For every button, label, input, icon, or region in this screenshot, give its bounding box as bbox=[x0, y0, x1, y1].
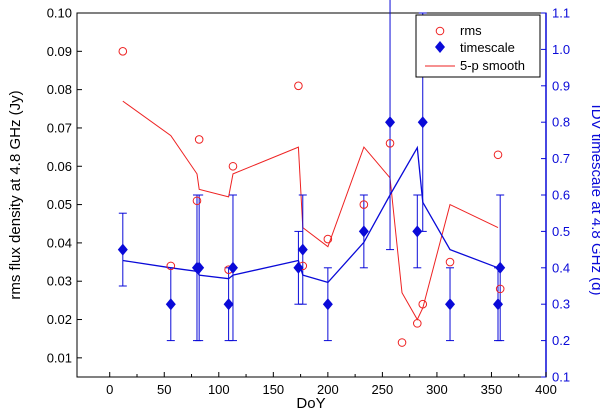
rms-point bbox=[194, 135, 204, 144]
rms-point bbox=[359, 200, 369, 209]
y-right-tick-label: 0.1 bbox=[552, 370, 570, 385]
y-right-tick-label: 0.2 bbox=[552, 333, 570, 348]
rms-point bbox=[495, 284, 505, 294]
x-axis-ticks: 0 50 100 150 200 250 300 350 400 bbox=[106, 372, 557, 397]
y-left-tick-label: 0.10 bbox=[47, 6, 72, 21]
timescale-point bbox=[322, 298, 333, 311]
rms-point bbox=[294, 81, 303, 91]
legend-rms-label: rms bbox=[460, 23, 482, 38]
smooth-lines bbox=[122, 100, 499, 321]
y-right-tick-label: 0.5 bbox=[552, 224, 570, 239]
x-tick-label: 200 bbox=[317, 382, 339, 397]
y-right-axis-label: IDV timescale at 4.8 GHz (d) bbox=[588, 105, 600, 296]
timescale-point bbox=[194, 261, 205, 274]
y-right-tick-label: 0.3 bbox=[552, 297, 570, 312]
legend-rms-marker bbox=[435, 26, 445, 36]
y-right-tick-label: 0.6 bbox=[552, 188, 570, 203]
timescale-point bbox=[445, 298, 456, 311]
y-left-tick-label: 0.09 bbox=[47, 44, 72, 59]
rms-point bbox=[323, 234, 333, 244]
timescale-point bbox=[495, 261, 506, 274]
rms-point bbox=[418, 299, 428, 309]
y-left-tick-label: 0.05 bbox=[47, 197, 72, 212]
x-tick-label: 350 bbox=[481, 382, 503, 397]
y-left-tick-label: 0.08 bbox=[47, 82, 72, 97]
timescale-point bbox=[293, 261, 304, 274]
timescale-point bbox=[117, 243, 128, 256]
x-tick-label: 300 bbox=[426, 382, 448, 397]
timescale-point bbox=[385, 116, 396, 129]
timescale-point bbox=[297, 243, 308, 256]
y-right-tick-label: 0.4 bbox=[552, 260, 570, 275]
x-axis-label: DoY bbox=[296, 395, 325, 412]
y-left-tick-label: 0.01 bbox=[47, 350, 72, 365]
y-left-tick-label: 0.03 bbox=[47, 274, 72, 289]
rms-point bbox=[228, 161, 238, 171]
x-tick-label: 150 bbox=[262, 382, 284, 397]
rms-point bbox=[192, 196, 202, 206]
timescale-point bbox=[412, 225, 423, 238]
timescale-point bbox=[358, 225, 369, 238]
rms-point bbox=[493, 150, 503, 160]
rms-point bbox=[412, 319, 422, 328]
x-tick-label: 0 bbox=[106, 382, 113, 397]
timescale-points bbox=[117, 116, 506, 311]
y-right-tick-label: 0.9 bbox=[552, 78, 570, 93]
timescale-point bbox=[165, 298, 176, 311]
y-left-tick-label: 0.04 bbox=[47, 235, 72, 250]
rms-point bbox=[166, 261, 176, 271]
y-right-axis-ticks: 0.1 0.2 0.3 0.4 0.5 0.6 0.7 0.8 0.9 1.0 1.1 bbox=[541, 6, 570, 385]
legend: rms timescale 5-p smooth bbox=[415, 14, 541, 78]
y-right-tick-label: 0.8 bbox=[552, 115, 570, 130]
legend-timescale-marker bbox=[435, 41, 445, 53]
legend-timescale-label: timescale bbox=[460, 40, 515, 55]
y-right-tick-label: 1.0 bbox=[552, 42, 570, 57]
x-tick-label: 100 bbox=[208, 382, 230, 397]
rms-point bbox=[397, 338, 407, 347]
x-tick-label: 50 bbox=[157, 382, 171, 397]
timescale-point bbox=[417, 116, 428, 129]
rms-point bbox=[118, 47, 128, 56]
smooth-timescale-line bbox=[122, 145, 499, 284]
rms-point bbox=[445, 257, 455, 267]
rms-point bbox=[385, 138, 395, 148]
y-right-tick-label: 0.7 bbox=[552, 151, 570, 166]
y-left-axis-label: rms flux density at 4.8 GHz (Jy) bbox=[7, 90, 24, 299]
y-right-tick-label: 1.1 bbox=[552, 6, 570, 21]
y-left-tick-label: 0.02 bbox=[47, 312, 72, 327]
timescale-point bbox=[493, 298, 504, 311]
y-left-axis-ticks: 0.01 0.02 0.03 0.04 0.05 0.06 0.07 0.08 0.09 0.10 bbox=[47, 6, 82, 365]
smooth-rms-line bbox=[122, 100, 499, 321]
y-left-tick-label: 0.06 bbox=[47, 159, 72, 174]
timescale-point bbox=[223, 298, 234, 311]
x-tick-label: 250 bbox=[372, 382, 394, 397]
x-tick-label: 400 bbox=[535, 382, 557, 397]
legend-smooth-label: 5-p smooth bbox=[460, 58, 525, 73]
y-left-tick-label: 0.07 bbox=[47, 120, 72, 135]
rms-points bbox=[118, 47, 505, 347]
timescale-point bbox=[227, 261, 238, 274]
